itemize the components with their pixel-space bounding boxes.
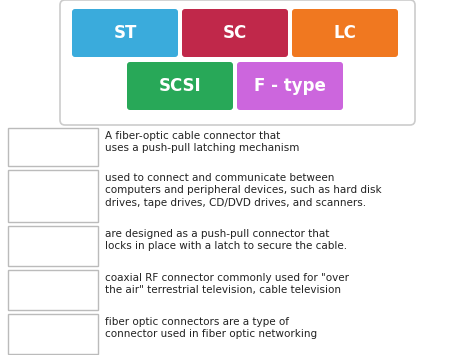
Text: SC: SC bbox=[223, 24, 247, 42]
FancyBboxPatch shape bbox=[8, 270, 98, 310]
FancyBboxPatch shape bbox=[60, 0, 415, 125]
Text: used to connect and communicate between
computers and peripheral devices, such a: used to connect and communicate between … bbox=[105, 173, 382, 208]
Text: LC: LC bbox=[334, 24, 356, 42]
FancyBboxPatch shape bbox=[8, 226, 98, 266]
FancyBboxPatch shape bbox=[237, 62, 343, 110]
Text: are designed as a push-pull connector that
locks in place with a latch to secure: are designed as a push-pull connector th… bbox=[105, 229, 347, 251]
Text: A fiber-optic cable connector that
uses a push-pull latching mechanism: A fiber-optic cable connector that uses … bbox=[105, 131, 300, 153]
Text: ST: ST bbox=[113, 24, 137, 42]
Text: F - type: F - type bbox=[254, 77, 326, 95]
Text: SCSI: SCSI bbox=[159, 77, 201, 95]
FancyBboxPatch shape bbox=[182, 9, 288, 57]
Text: coaxial RF connector commonly used for "over
the air" terrestrial television, ca: coaxial RF connector commonly used for "… bbox=[105, 273, 349, 295]
FancyBboxPatch shape bbox=[72, 9, 178, 57]
FancyBboxPatch shape bbox=[292, 9, 398, 57]
FancyBboxPatch shape bbox=[127, 62, 233, 110]
FancyBboxPatch shape bbox=[8, 170, 98, 222]
FancyBboxPatch shape bbox=[8, 128, 98, 166]
Text: fiber optic connectors are a type of
connector used in fiber optic networking: fiber optic connectors are a type of con… bbox=[105, 317, 317, 339]
FancyBboxPatch shape bbox=[8, 314, 98, 354]
